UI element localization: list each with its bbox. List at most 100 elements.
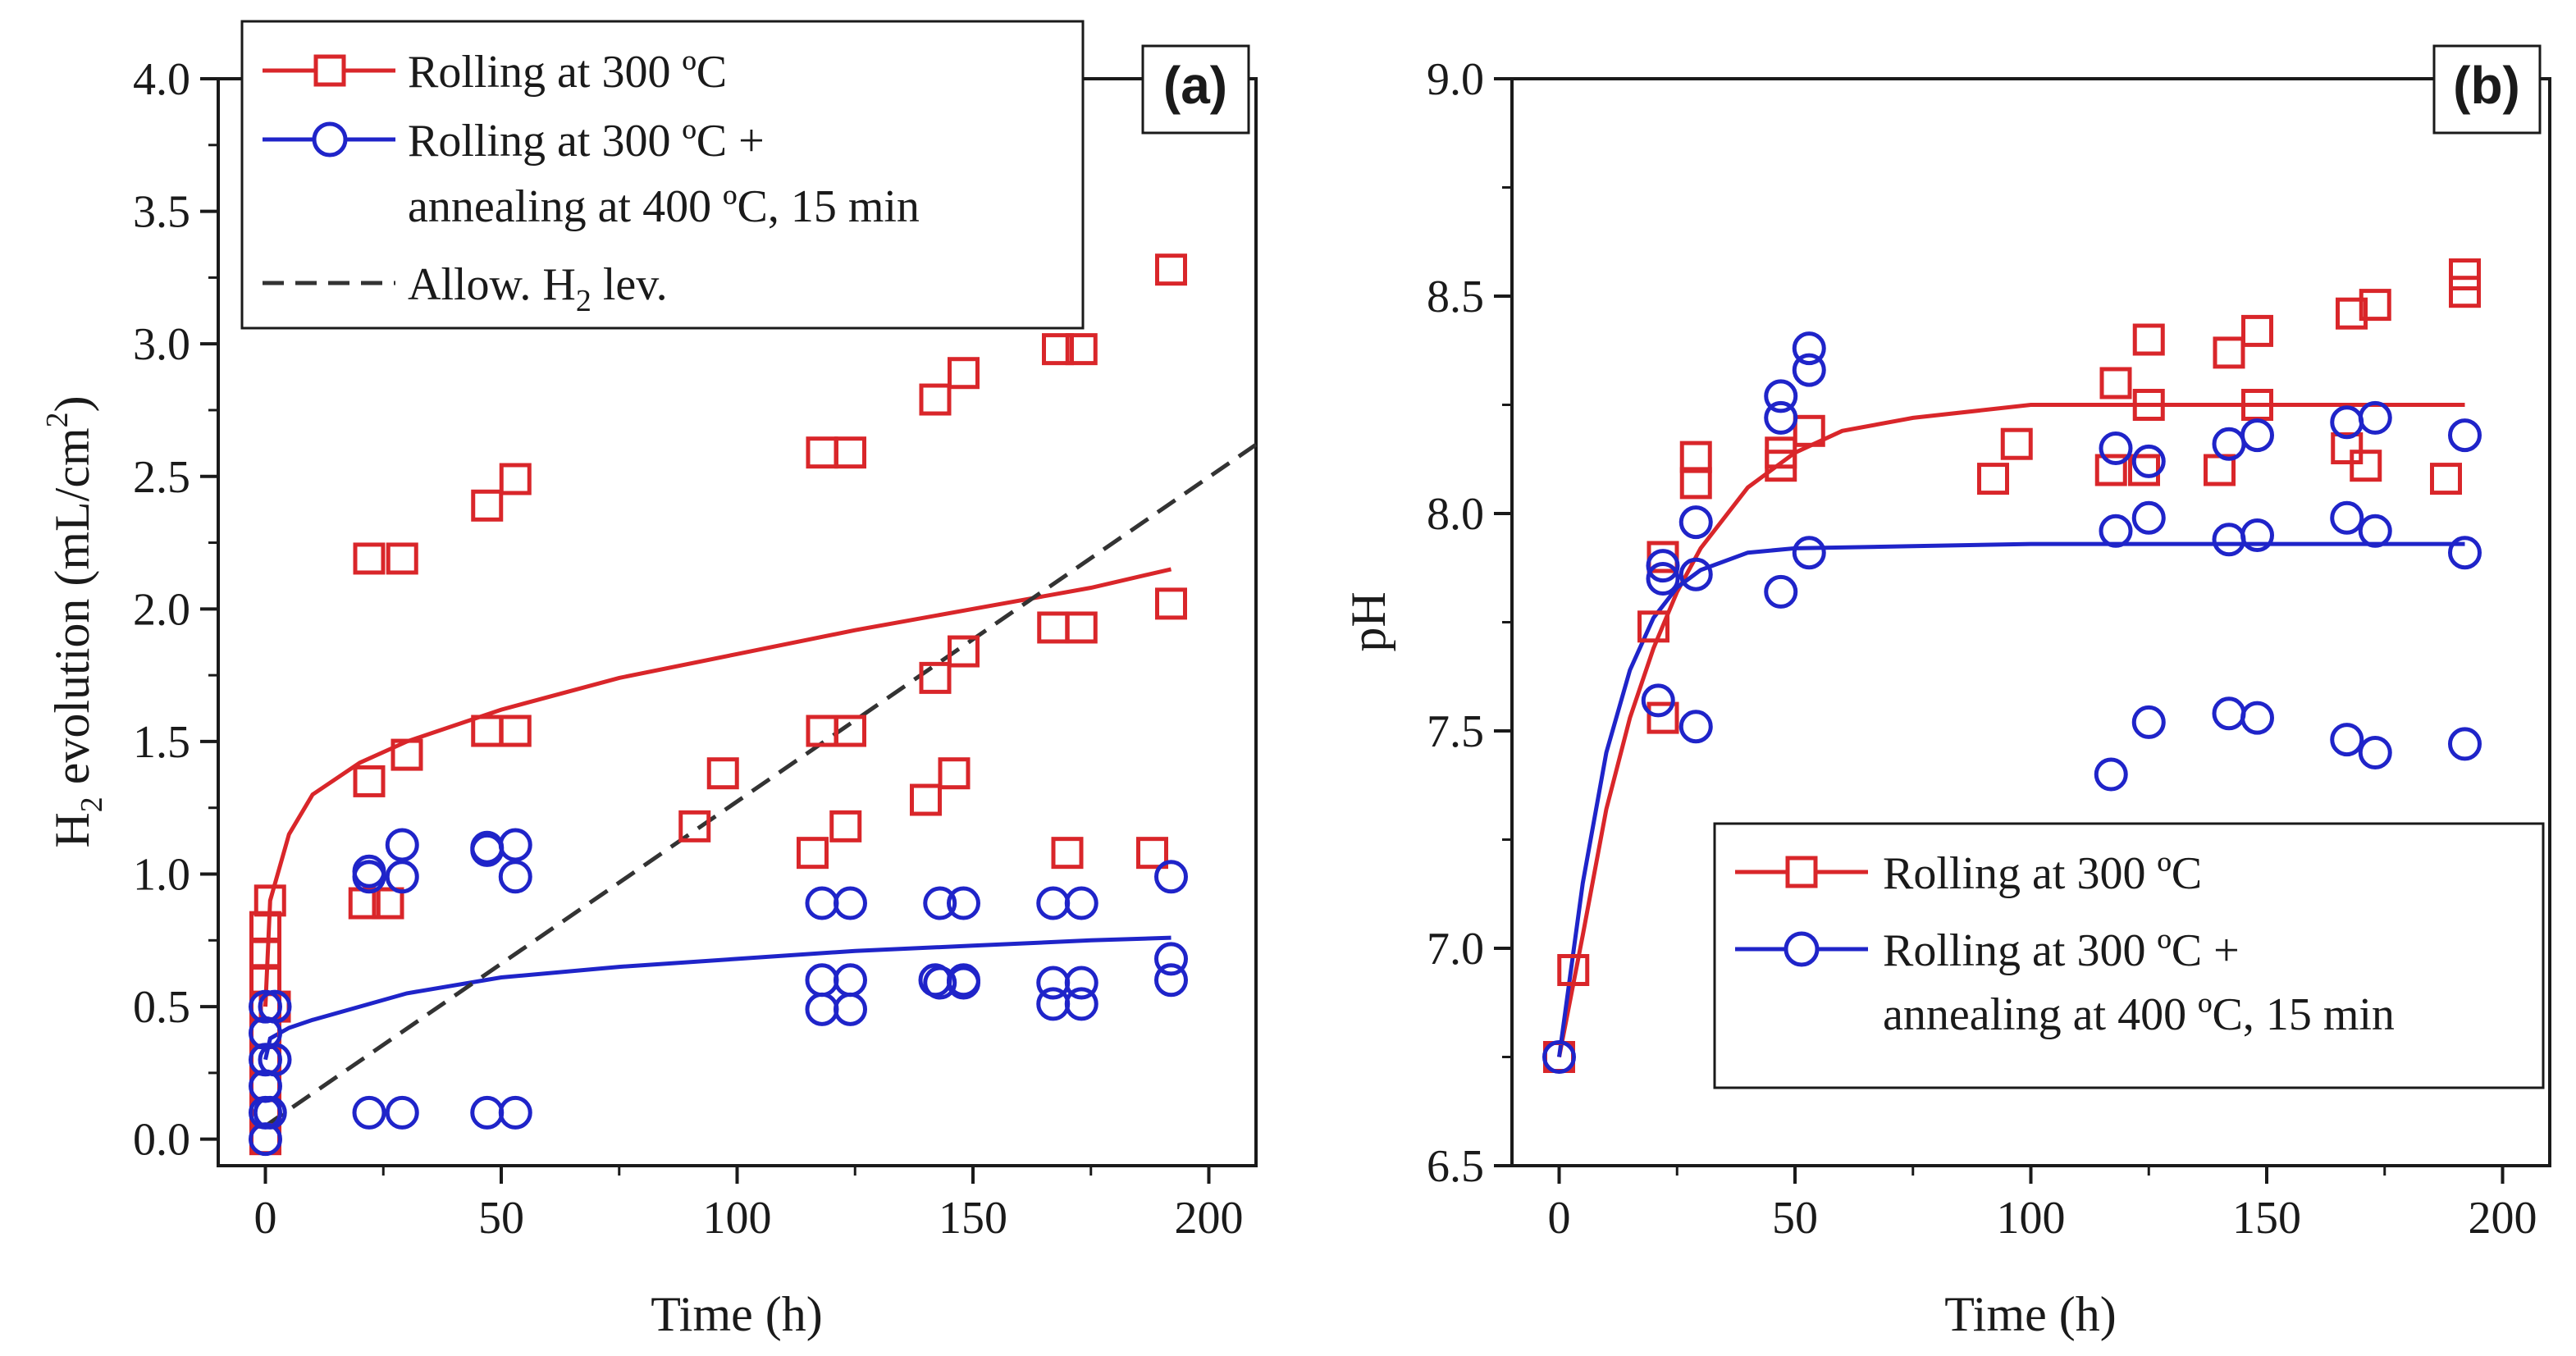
point-annealed-b-14 (2099, 514, 2133, 548)
y-axis-title-b: pH (1341, 591, 1395, 651)
point-annealed-b-25 (2330, 723, 2364, 757)
x-axis-title-b: Time (h) (1944, 1287, 2116, 1341)
point-annealed-a-28 (923, 966, 957, 1000)
point-rolling-a-23 (797, 837, 829, 870)
y-tick-label-a-3: 1.5 (133, 717, 190, 768)
point-annealed-b-33 (2448, 418, 2482, 453)
point-rolling-b-27 (2449, 258, 2481, 290)
legend-label-annealed-b-line1: Rolling at 300 ºC + (1883, 925, 2240, 976)
point-rolling-b-22 (2336, 297, 2368, 330)
point-annealed-a-15 (470, 1095, 505, 1130)
point-annealed-a-14 (385, 828, 419, 862)
point-annealed-a-34 (1036, 966, 1071, 1000)
point-annealed-a-16 (498, 1095, 532, 1130)
point-rolling-b-26 (2449, 276, 2481, 308)
point-rolling-b-10 (1977, 463, 2009, 495)
point-annealed-a-37 (1064, 966, 1098, 1000)
x-tick-label-b-1: 50 (1772, 1193, 1818, 1244)
point-annealed-b-7 (1764, 574, 1798, 609)
point-rolling-a-42 (1155, 253, 1187, 286)
panel-label-box-a (1141, 44, 1250, 135)
point-annealed-a-3 (249, 1043, 282, 1077)
allowable-line-a (264, 442, 1258, 1128)
x-tick-label-a-4: 200 (1175, 1193, 1244, 1244)
y-tick-label-a-5: 2.5 (133, 452, 190, 503)
point-rolling-b-20 (2241, 314, 2273, 347)
x-axis-title-a: Time (h) (651, 1287, 822, 1341)
point-annealed-a-32 (947, 886, 980, 920)
legend-marker-annealed-a (312, 121, 348, 158)
point-annealed-a-35 (1036, 886, 1071, 920)
point-annealed-a-26 (834, 886, 867, 920)
point-annealed-b-29 (2358, 514, 2392, 548)
x-tick-label-b-3: 150 (2232, 1193, 2301, 1244)
point-annealed-b-19 (2212, 696, 2246, 731)
point-annealed-a-8 (258, 989, 292, 1024)
point-annealed-a-6 (253, 1095, 287, 1130)
point-annealed-a-41 (1154, 860, 1188, 894)
point-annealed-b-30 (2358, 400, 2392, 435)
point-rolling-a-35 (1037, 611, 1070, 644)
point-annealed-a-21 (805, 992, 839, 1026)
point-annealed-a-0 (249, 1122, 282, 1157)
point-rolling-a-17 (471, 715, 504, 747)
point-rolling-b-25 (2430, 463, 2462, 495)
point-rolling-a-39 (1051, 837, 1084, 870)
point-rolling-a-34 (948, 357, 980, 390)
point-rolling-a-36 (1065, 611, 1098, 644)
point-annealed-a-39 (1154, 963, 1188, 998)
fit-line-annealed-b (1557, 541, 2465, 1057)
point-annealed-a-9 (352, 1095, 386, 1130)
point-rolling-a-14 (391, 738, 423, 771)
x-tick-label-b-0: 0 (1548, 1193, 1571, 1244)
point-rolling-a-33 (919, 383, 952, 416)
point-rolling-a-30 (919, 661, 952, 694)
panel-label-b: (b) (2453, 56, 2520, 115)
point-rolling-a-21 (678, 810, 711, 842)
point-rolling-a-41 (1155, 587, 1187, 620)
point-annealed-a-23 (805, 886, 839, 920)
point-rolling-a-22 (706, 757, 739, 790)
point-annealed-b-24 (2240, 418, 2274, 453)
point-annealed-b-15 (2099, 431, 2133, 465)
panel-label-box-b (2432, 44, 2542, 135)
point-annealed-b-0 (1542, 1040, 1576, 1074)
point-rolling-a-31 (938, 757, 971, 790)
point-annealed-a-40 (1154, 942, 1188, 976)
point-annealed-b-9 (1764, 379, 1798, 413)
x-tick-label-a-2: 100 (703, 1193, 772, 1244)
point-annealed-b-18 (2131, 444, 2166, 478)
point-rolling-a-32 (948, 635, 980, 668)
point-rolling-b-12 (2094, 454, 2127, 486)
point-annealed-a-10 (385, 1095, 419, 1130)
point-annealed-b-20 (2212, 523, 2246, 557)
chart-panel-a: 0 50 100 150 2000.00.51.01.52.02.53.03.54.0 … (40, 20, 1258, 1341)
point-rolling-b-11 (2000, 427, 2033, 460)
point-annealed-a-25 (834, 963, 867, 998)
legend-a: Rolling at 300 ºC Rolling at 300 ºC + an… (240, 20, 1085, 330)
point-annealed-b-26 (2330, 500, 2364, 535)
point-rolling-a-16 (386, 542, 418, 575)
point-rolling-a-25 (806, 436, 838, 469)
point-annealed-a-24 (834, 992, 867, 1026)
y-tick-label-b-4: 8.5 (1427, 272, 1484, 322)
y-tick-label-b-0: 6.5 (1427, 1141, 1484, 1192)
y-tick-label-b-5: 9.0 (1427, 54, 1484, 105)
y-tick-label-a-0: 0.0 (133, 1115, 190, 1166)
legend-marker-rolling-a (313, 54, 346, 87)
point-rolling-a-26 (834, 436, 866, 469)
point-annealed-b-16 (2131, 705, 2166, 739)
point-annealed-a-29 (923, 886, 957, 920)
point-rolling-b-16 (2132, 323, 2165, 356)
point-rolling-b-2 (1637, 610, 1669, 643)
point-annealed-b-17 (2131, 500, 2166, 535)
point-annealed-b-1 (1641, 683, 1675, 718)
y-tick-label-b-3: 8.0 (1427, 489, 1484, 540)
point-rolling-b-9 (1793, 414, 1825, 447)
point-rolling-a-18 (499, 715, 532, 747)
point-rolling-b-13 (2099, 367, 2132, 399)
point-rolling-a-15 (353, 542, 386, 575)
point-rolling-b-14 (2128, 454, 2160, 486)
